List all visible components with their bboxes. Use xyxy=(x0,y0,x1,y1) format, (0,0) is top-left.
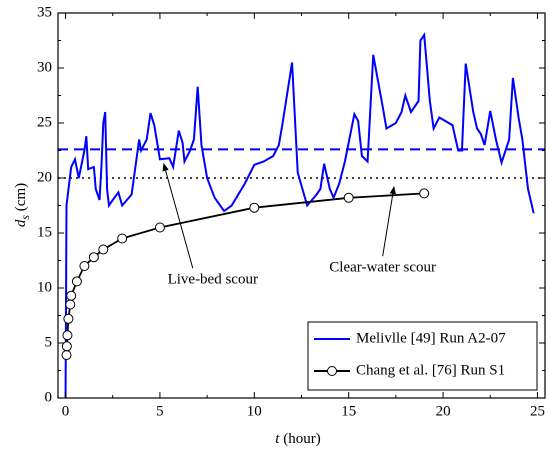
y-axis-label: ds (cm) xyxy=(13,183,31,227)
x-tick-label: 5 xyxy=(156,403,164,419)
data-point xyxy=(117,233,128,244)
data-point xyxy=(79,261,90,271)
data-point xyxy=(65,299,76,310)
y-tick-label: 25 xyxy=(37,114,52,130)
data-point xyxy=(88,252,99,263)
series-line xyxy=(64,32,535,399)
x-tick-label: 25 xyxy=(530,403,545,419)
y-tick-label: 15 xyxy=(37,224,52,240)
y-tick-label: 10 xyxy=(37,279,52,295)
annotation: Live-bed scour xyxy=(168,272,258,288)
data-point xyxy=(66,290,77,301)
x-tick-label: 15 xyxy=(341,403,356,419)
y-tick-label: 5 xyxy=(45,334,53,350)
y-tick-label: 0 xyxy=(45,389,53,405)
data-point xyxy=(61,350,72,361)
y-tick-label: 35 xyxy=(37,4,52,20)
x-tick-label: 20 xyxy=(436,403,451,419)
legend-marker xyxy=(327,366,337,376)
annotation-arrow xyxy=(162,162,194,269)
data-point xyxy=(154,222,165,233)
data-point xyxy=(63,313,74,324)
legend-box xyxy=(307,321,538,391)
data-point xyxy=(343,192,354,203)
x-tick-label: 10 xyxy=(247,403,262,419)
data-point xyxy=(98,244,109,255)
legend-label: Chang et al. [76] Run S1 xyxy=(356,362,505,378)
y-tick-label: 20 xyxy=(37,169,52,185)
data-point xyxy=(61,341,72,352)
data-point xyxy=(419,188,430,199)
x-tick-label: 0 xyxy=(62,403,70,419)
legend-label: Melivlle [49] Run A2-07 xyxy=(356,330,506,346)
x-axis-label: t (hour) xyxy=(275,431,320,447)
annotation: Clear-water scour xyxy=(329,260,436,276)
data-point xyxy=(62,330,73,341)
data-point xyxy=(71,276,82,287)
y-tick-label: 30 xyxy=(37,59,52,75)
annotation-arrow xyxy=(382,186,396,257)
data-point xyxy=(249,202,260,213)
